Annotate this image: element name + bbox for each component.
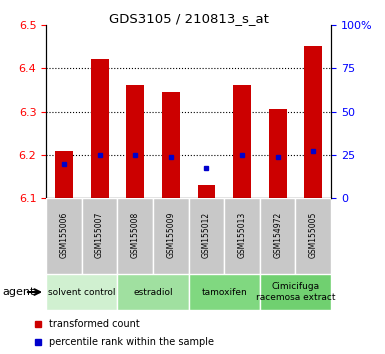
Bar	[269, 109, 286, 198]
Bar	[117, 198, 153, 274]
Bar	[189, 274, 260, 310]
Text: solvent control: solvent control	[48, 287, 116, 297]
Bar	[260, 198, 296, 274]
Text: Cimicifuga
racemosa extract: Cimicifuga racemosa extract	[256, 282, 335, 302]
Bar	[46, 198, 82, 274]
Text: GSM155008: GSM155008	[131, 212, 140, 258]
Bar	[162, 92, 180, 198]
Text: estradiol: estradiol	[133, 287, 173, 297]
Text: GSM154972: GSM154972	[273, 212, 282, 258]
Text: GSM155009: GSM155009	[166, 212, 175, 258]
Text: GSM155013: GSM155013	[238, 212, 246, 258]
Bar	[82, 198, 117, 274]
Text: agent: agent	[2, 287, 34, 297]
Text: percentile rank within the sample: percentile rank within the sample	[49, 337, 214, 347]
Bar	[117, 274, 189, 310]
Bar	[224, 198, 260, 274]
Text: GSM155007: GSM155007	[95, 212, 104, 258]
Bar	[91, 59, 109, 198]
Text: GDS3105 / 210813_s_at: GDS3105 / 210813_s_at	[109, 12, 269, 25]
Bar	[153, 198, 189, 274]
Bar	[126, 86, 144, 198]
Text: GSM155006: GSM155006	[60, 212, 69, 258]
Bar	[305, 46, 322, 198]
Text: tamoxifen: tamoxifen	[201, 287, 247, 297]
Bar	[260, 274, 331, 310]
Bar	[189, 198, 224, 274]
Bar	[233, 86, 251, 198]
Text: GSM155005: GSM155005	[309, 212, 318, 258]
Bar	[55, 150, 73, 198]
Bar	[296, 198, 331, 274]
Bar	[46, 274, 117, 310]
Text: GSM155012: GSM155012	[202, 212, 211, 258]
Text: transformed count: transformed count	[49, 319, 140, 329]
Bar	[198, 185, 215, 198]
